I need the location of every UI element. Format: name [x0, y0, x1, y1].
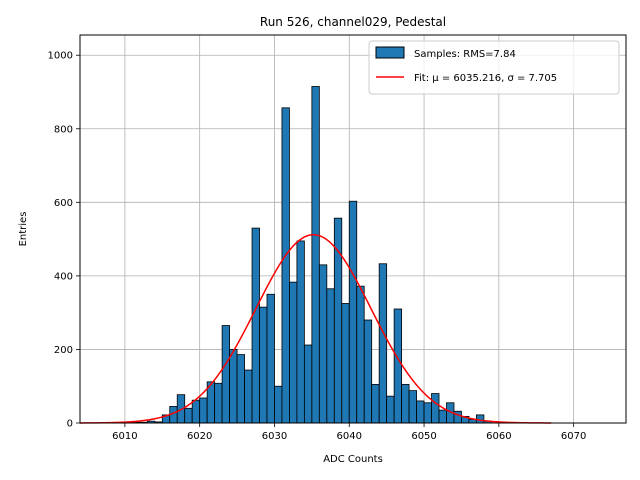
- y-axis-label: Entries: [18, 212, 29, 247]
- histogram-bar: [408, 390, 417, 424]
- histogram-bar: [401, 383, 410, 424]
- histogram-bar: [274, 385, 283, 424]
- x-tick-label: 6060: [486, 431, 511, 442]
- legend-samples-label: Samples: RMS=7.84: [414, 49, 516, 60]
- y-tick-label: 600: [54, 198, 73, 209]
- histogram-bar: [431, 393, 440, 424]
- plot-frame: [79, 34, 627, 424]
- histogram-bar: [393, 308, 403, 424]
- histogram-bar: [311, 86, 320, 424]
- histogram-bar: [371, 383, 380, 424]
- histogram-bar: [214, 382, 223, 424]
- x-tick-label: 6040: [337, 431, 362, 442]
- histogram-bar: [289, 281, 298, 424]
- y-tick-label: 0: [67, 419, 73, 430]
- histogram-bar: [348, 200, 358, 424]
- histogram-bar: [378, 263, 388, 424]
- histogram-bar: [236, 354, 245, 424]
- histogram-bar: [453, 410, 462, 424]
- histogram-bar: [259, 306, 268, 424]
- histogram-bar: [199, 397, 208, 424]
- y-tick-label: 200: [54, 345, 73, 356]
- y-tick-label: 800: [54, 124, 73, 135]
- x-tick-label: 6020: [187, 431, 212, 442]
- x-axis-label: ADC Counts: [323, 454, 383, 465]
- x-tick-label: 6070: [561, 431, 586, 442]
- histogram-bars: [131, 86, 492, 424]
- histogram-bar: [423, 402, 432, 424]
- histogram-bar: [191, 399, 201, 424]
- histogram-bar: [251, 227, 260, 424]
- histogram-bar: [281, 107, 290, 424]
- y-axis-ticks: 0 200 400 600 800 1000: [48, 51, 80, 430]
- histogram-bar: [303, 344, 313, 424]
- histogram-bar: [296, 240, 305, 424]
- histogram-bar: [229, 349, 238, 424]
- histogram-bar: [416, 400, 425, 424]
- chart-title: Run 526, channel029, Pedestal: [260, 15, 446, 29]
- histogram-bar: [266, 293, 275, 424]
- histogram-bar: [356, 285, 365, 424]
- x-tick-label: 6030: [262, 431, 287, 442]
- fit-curve: [79, 233, 552, 424]
- histogram-bar: [326, 288, 335, 424]
- legend-fit-label: Fit: μ = 6035.216, σ = 7.705: [414, 73, 557, 84]
- legend-box: [368, 40, 620, 95]
- histogram-bar: [244, 369, 253, 424]
- histogram-bar: [341, 303, 350, 424]
- x-tick-label: 6050: [411, 431, 436, 442]
- x-tick-label: 6010: [112, 431, 137, 442]
- histogram-bar: [438, 409, 447, 424]
- histogram-bar: [363, 319, 373, 424]
- histogram-bar: [221, 325, 230, 424]
- histogram-bar: [386, 395, 395, 424]
- histogram-bar: [476, 414, 485, 424]
- y-tick-label: 1000: [48, 51, 73, 62]
- histogram-bar: [318, 264, 328, 424]
- legend: Samples: RMS=7.84 Fit: μ = 6035.216, σ =…: [368, 40, 620, 95]
- legend-samples-swatch: [375, 46, 405, 59]
- y-tick-label: 400: [54, 271, 73, 282]
- x-axis-ticks: 6010 6020 6030 6040 6050 6060 6070: [112, 423, 586, 442]
- histogram-bar: [184, 407, 193, 424]
